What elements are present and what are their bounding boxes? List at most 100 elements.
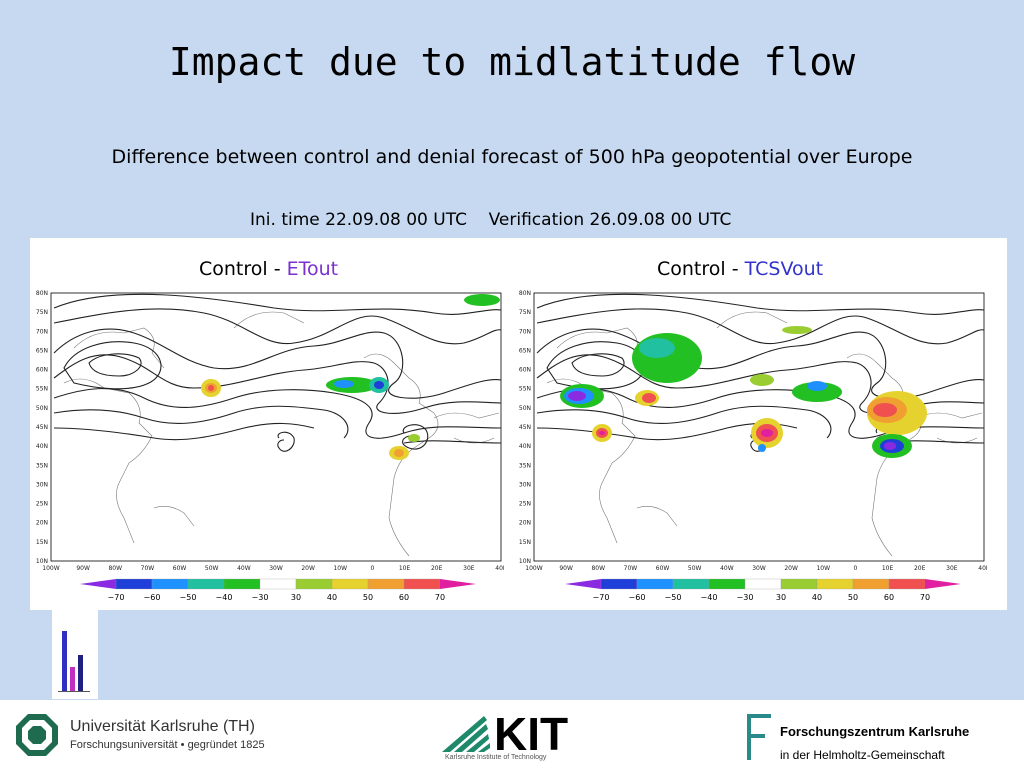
- lon-label: 80W: [108, 565, 122, 572]
- colorbar-label: 70: [435, 593, 445, 602]
- init-time: Ini. time 22.09.08 00 UTC: [250, 210, 467, 230]
- kit-subtitle: Karlsruhe Institute of Technology: [445, 754, 547, 761]
- left-anomalies: [201, 294, 500, 460]
- lat-label: 60N: [519, 367, 531, 374]
- lon-label: 40E: [978, 565, 987, 572]
- colorbar-label: −50: [180, 593, 197, 602]
- colorbar-swatch: [440, 579, 476, 589]
- left-lat-labels: 80N 75N 70N 65N 60N 55N 50N 45N 40N 35N 30N 25N 20N 1…: [36, 290, 48, 565]
- right-anomalies: [560, 326, 927, 458]
- lat-label: 35N: [36, 462, 48, 469]
- lon-label: 90W: [76, 565, 90, 572]
- colorbar-swatch: [151, 578, 189, 590]
- right-map: 80N 75N 70N 65N 60N 55N 50N 45N 40N 35N 30N 25N 20N 1…: [519, 290, 987, 572]
- lat-label: 35N: [519, 462, 531, 469]
- colorbar-label: 60: [884, 593, 894, 602]
- colorbar-swatch: [259, 578, 297, 590]
- lon-label: 10W: [816, 565, 830, 572]
- university-seal-icon: [16, 714, 58, 756]
- lat-label: 55N: [519, 386, 531, 393]
- colorbar-swatch: [708, 578, 746, 590]
- colorbar-swatch: [600, 578, 638, 590]
- lon-label: 70W: [624, 565, 638, 572]
- lat-label: 40N: [36, 443, 48, 450]
- time-info: Ini. time 22.09.08 00 UTC Verification 2…: [250, 210, 731, 230]
- lon-label: 20W: [784, 565, 798, 572]
- lat-label: 15N: [519, 539, 531, 546]
- lat-label: 20N: [519, 520, 531, 527]
- left-map: 80N 75N 70N 65N 60N 55N 50N 45N 40N 35N 30N 25N 20N 1…: [36, 290, 504, 572]
- lat-label: 25N: [519, 501, 531, 508]
- lat-label: 45N: [519, 424, 531, 431]
- colorbar-label: 70: [920, 593, 930, 602]
- lon-label: 10E: [882, 565, 894, 572]
- fzk-logo-icon: [747, 714, 771, 760]
- colorbar-label: 60: [399, 593, 409, 602]
- lat-label: 60N: [36, 367, 48, 374]
- colorbar-swatch: [780, 578, 818, 590]
- colorbar-label: −50: [665, 593, 682, 602]
- colorbar-swatch: [852, 578, 890, 590]
- colorbar-swatch: [816, 578, 854, 590]
- colorbar-label: −40: [701, 593, 718, 602]
- left-panel-prefix: Control -: [199, 258, 287, 280]
- lat-label: 50N: [519, 405, 531, 412]
- colorbar-swatch: [223, 578, 261, 590]
- lat-label: 65N: [36, 347, 48, 354]
- left-contours: [53, 293, 502, 452]
- lon-label: 50W: [205, 565, 219, 572]
- right-panel-prefix: Control -: [657, 258, 745, 280]
- lon-label: 0: [371, 565, 375, 572]
- right-panel-experiment: TCSVout: [744, 258, 824, 280]
- colorbar-label: −70: [108, 593, 125, 602]
- lon-label: 70W: [141, 565, 155, 572]
- colorbar-swatch: [187, 578, 225, 590]
- lon-label: 20E: [914, 565, 926, 572]
- verification-time: Verification 26.09.08 00 UTC: [488, 210, 732, 230]
- lon-label: 20W: [301, 565, 315, 572]
- colorbar-swatch: [925, 579, 961, 589]
- left-colorbar: −70 −60 −50 −40 −30 30 40 50 60 70: [80, 578, 476, 602]
- lon-label: 10E: [399, 565, 411, 572]
- lat-label: 80N: [519, 290, 531, 297]
- colorbar-label: −70: [593, 593, 610, 602]
- slide-subtitle: Difference between control and denial fo…: [111, 146, 913, 168]
- lat-label: 25N: [36, 501, 48, 508]
- lat-label: 65N: [519, 347, 531, 354]
- lon-label: 100W: [525, 565, 542, 572]
- university-name: Universität Karlsruhe (TH): [70, 718, 255, 735]
- right-lon-labels: 100W 90W 80W 70W 60W 50W 40W 30W 20W 10W 0 10E 20E 30…: [525, 565, 987, 572]
- colorbar-swatch: [80, 579, 116, 589]
- lon-label: 60W: [173, 565, 187, 572]
- lat-label: 10N: [519, 558, 531, 565]
- left-panel-experiment: ETout: [286, 258, 339, 280]
- left-lon-labels: 100W 90W 80W 70W 60W 50W 40W 30W 20W 10W 0 10E 20E 30…: [42, 565, 504, 572]
- lon-label: 30E: [946, 565, 958, 572]
- right-panel-title: Control - TCSVout: [657, 258, 823, 280]
- colorbar-label: 40: [327, 593, 337, 602]
- lat-label: 50N: [36, 405, 48, 412]
- left-colorbar-swatches: [80, 578, 476, 590]
- colorbar-label: 30: [776, 593, 786, 602]
- lon-label: 40E: [495, 565, 504, 572]
- lat-label: 20N: [36, 520, 48, 527]
- lon-label: 50W: [688, 565, 702, 572]
- colorbar-label: −30: [737, 593, 754, 602]
- lat-label: 55N: [36, 386, 48, 393]
- bar-chart-logo: [52, 607, 98, 699]
- footer: [0, 700, 1024, 768]
- slide-title: Impact due to midlatitude flow: [168, 40, 856, 84]
- colorbar-label: −60: [629, 593, 646, 602]
- colorbar-swatch: [295, 578, 333, 590]
- lat-label: 15N: [36, 539, 48, 546]
- lat-label: 40N: [519, 443, 531, 450]
- colorbar-label: −40: [216, 593, 233, 602]
- colorbar-swatch: [115, 578, 153, 590]
- colorbar-label: −30: [252, 593, 269, 602]
- lat-label: 45N: [36, 424, 48, 431]
- lon-label: 30W: [752, 565, 766, 572]
- kit-logo: KIT: [442, 708, 568, 754]
- colorbar-swatch: [888, 578, 926, 590]
- university-subtitle: Forschungsuniversität • gegründet 1825: [70, 739, 265, 751]
- lon-label: 40W: [720, 565, 734, 572]
